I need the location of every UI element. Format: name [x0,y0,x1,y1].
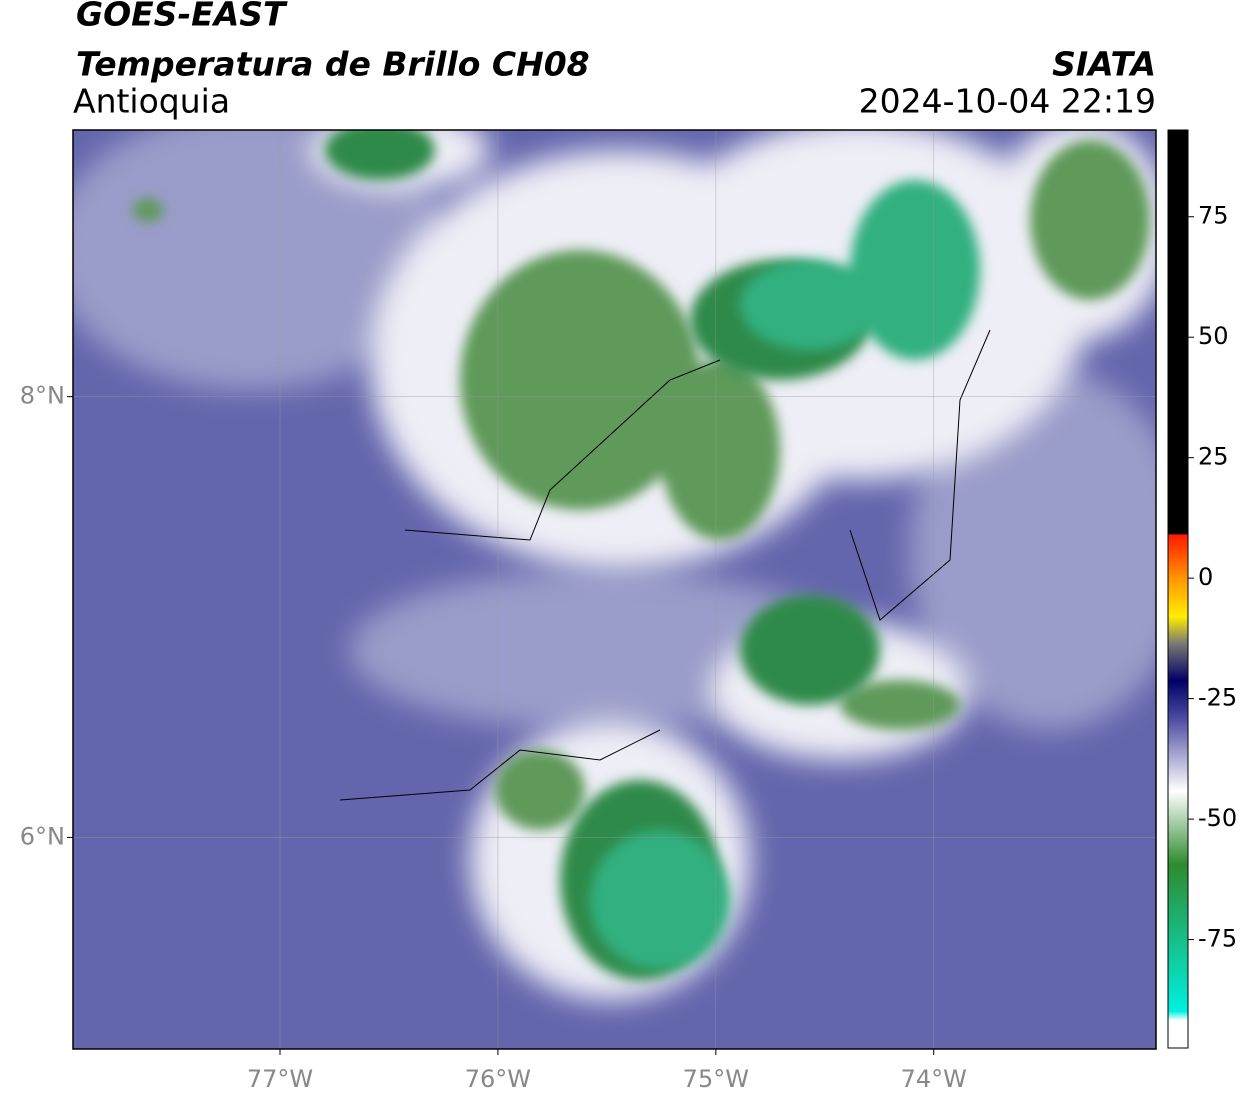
colorbar [1167,129,1189,1049]
source: SIATA [1052,45,1156,84]
y-tick-label: 6°N [20,822,65,850]
satellite-image [73,130,1156,1049]
colorbar-tick-label: 50 [1198,322,1229,350]
region: Antioquia [73,82,230,121]
y-tick-label: 8°N [20,382,65,410]
subtitle: Temperatura de Brillo CH08 [76,45,590,84]
map-frame [72,129,1157,1050]
x-tick-label: 75°W [683,1065,749,1093]
x-tick-label: 76°W [465,1065,531,1093]
x-tick-label: 74°W [901,1065,967,1093]
colorbar-tick-label: -25 [1198,684,1237,712]
title: GOES-EAST [76,0,288,34]
x-tick-label: 77°W [247,1065,313,1093]
colorbar-tick-label: -50 [1198,804,1237,832]
colorbar-tick-label: -75 [1198,925,1237,953]
colorbar-tick-label: 25 [1198,443,1229,471]
colorbar-tick-label: 0 [1198,563,1213,591]
graticule [73,130,1156,1049]
colorbar-tick-label: 75 [1198,202,1229,230]
timestamp: 2024-10-04 22:19 [859,82,1156,121]
